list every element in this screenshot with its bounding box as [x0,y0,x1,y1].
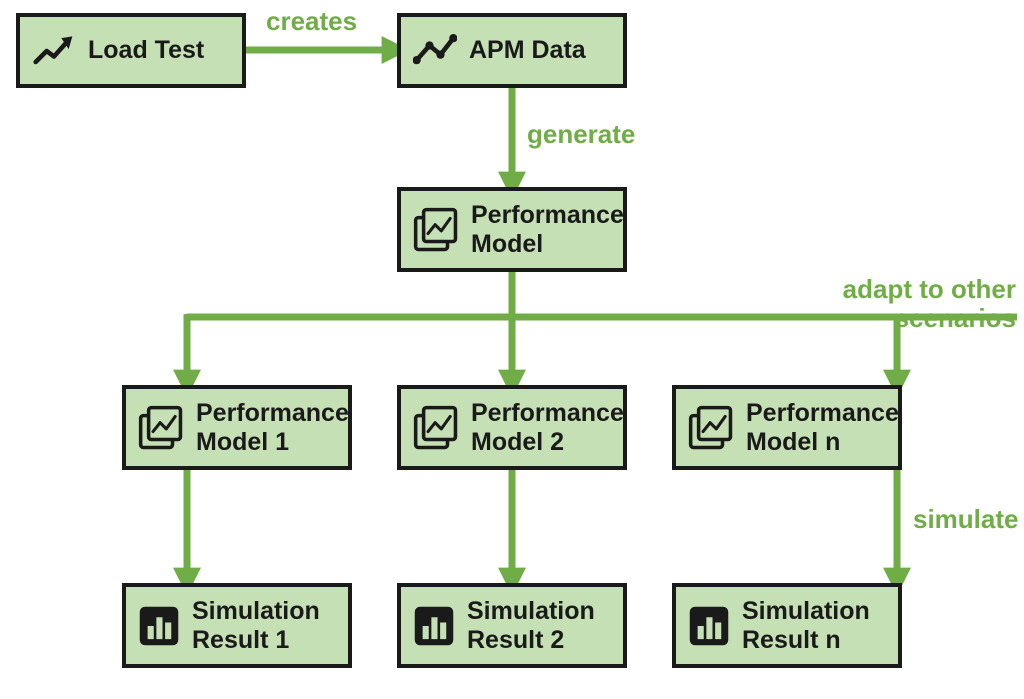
bar-chart-icon [688,605,730,647]
chart-stack-icon [413,207,459,253]
chart-stack-icon [688,405,734,451]
node-label: Performance Model n [746,399,899,457]
bar-chart-icon [413,605,455,647]
edge-label-lbl-generate: generate [527,120,635,149]
bar-chart-icon [413,605,455,647]
trend-up-arrow-icon [32,29,76,73]
line-points-icon [413,29,457,73]
chart-stack-icon [413,405,459,451]
bar-chart-icon [138,605,180,647]
node-label: Load Test [88,36,242,65]
edge-label-lbl-creates: creates [266,7,357,36]
node-apm-data: APM Data [397,13,627,88]
bar-chart-icon [688,605,730,647]
chart-stack-icon [413,207,459,253]
node-perf-model: Performance Model [397,187,627,272]
chart-stack-icon [138,405,184,451]
node-perf-2: Performance Model 2 [397,385,627,470]
node-label: Performance Model 1 [196,399,349,457]
node-label: Performance Model [471,201,624,259]
line-points-icon [413,29,457,73]
node-label: Simulation Result 2 [467,597,623,655]
node-label: APM Data [469,36,623,65]
chart-stack-icon [138,405,184,451]
node-load-test: Load Test [16,13,246,88]
node-label: Simulation Result n [742,597,898,655]
node-sim-n: Simulation Result n [672,583,902,668]
edge-label-lbl-simulate: simulate [913,505,1019,534]
chart-stack-icon [413,405,459,451]
node-perf-n: Performance Model n [672,385,902,470]
trend-up-arrow-icon [32,29,76,73]
node-sim-2: Simulation Result 2 [397,583,627,668]
node-label: Performance Model 2 [471,399,624,457]
node-perf-1: Performance Model 1 [122,385,352,470]
node-label: Simulation Result 1 [192,597,348,655]
edge-label-lbl-adapt: adapt to other scenarios [816,275,1016,332]
chart-stack-icon [688,405,734,451]
node-sim-1: Simulation Result 1 [122,583,352,668]
bar-chart-icon [138,605,180,647]
